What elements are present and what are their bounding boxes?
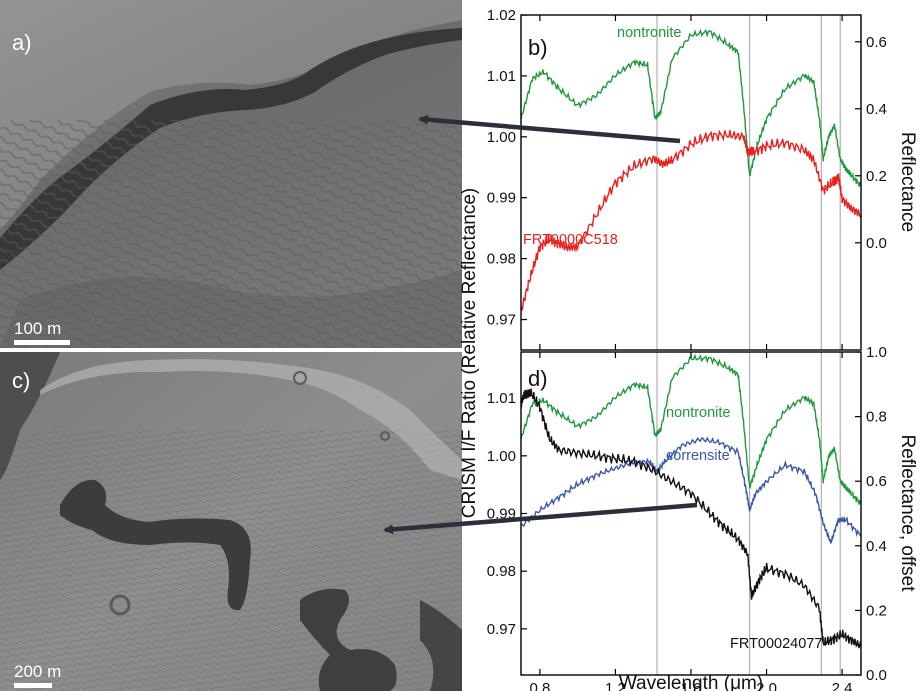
plot-d-x-tick-label: 1.6 xyxy=(681,680,702,691)
plot-b-left-tick-label: 1.02 xyxy=(487,7,516,24)
plot-d: 0.970.980.991.001.010.00.20.40.60.81.00.… xyxy=(487,344,918,691)
plot-b-right-tick-label: 0.4 xyxy=(866,101,887,118)
plot-b-left-tick-label: 0.97 xyxy=(487,312,516,329)
plot-d-annotation-frt00024077: FRT00024077 xyxy=(730,636,822,652)
plot-b: 0.97 0.98 0.99 1.00 1.01 1.02 0.0 0.2 0.4 0.6 b) Re… xyxy=(487,7,918,351)
plot-b-panel-letter: b) xyxy=(528,35,548,60)
plot-d-x-tick-label: 0.8 xyxy=(529,680,550,691)
plot-d-annotation-corrensite: corrensite xyxy=(666,448,730,464)
plot-d-right-axis-label: Reflectance, offset xyxy=(897,434,918,592)
panel-a-image: a) 100 m xyxy=(0,0,462,348)
panel-a-scale-bar xyxy=(14,340,70,345)
plot-d-left-tick-label: 1.01 xyxy=(487,390,516,407)
plot-b-series-nontronite xyxy=(520,28,862,187)
panel-c-scale-label: 200 m xyxy=(14,662,61,681)
plot-b-left-tick-label: 1.01 xyxy=(487,68,516,85)
plot-b-left-tick-label: 0.99 xyxy=(487,190,516,207)
plot-d-series-nontronite xyxy=(520,353,862,505)
plot-b-right-tick-label: 0.2 xyxy=(866,168,887,185)
plot-d-right-tick-label: 0.0 xyxy=(866,667,887,684)
plot-b-annotation-nontronite: nontronite xyxy=(617,25,682,41)
plot-d-series-corrensite xyxy=(520,436,862,544)
plot-d-x-tick-label: 1.2 xyxy=(605,680,626,691)
arrow-b-to-a xyxy=(418,114,681,144)
plot-d-left-tick-label: 0.98 xyxy=(487,563,516,580)
arrow-d-to-c xyxy=(383,502,698,535)
plot-b-right-tick-label: 0.0 xyxy=(866,235,887,252)
panel-a-letter: a) xyxy=(12,30,32,55)
plot-d-right-tick-label: 0.6 xyxy=(866,473,887,490)
plot-d-right-tick-label: 0.8 xyxy=(866,409,887,426)
plot-d-x-tick-label: 2.4 xyxy=(832,680,853,691)
panel-c-image: c) 200 m xyxy=(0,352,462,691)
plot-b-frame xyxy=(520,14,862,351)
plot-d-right-tick-label: 0.4 xyxy=(866,538,887,555)
plot-b-left-tick-label: 1.00 xyxy=(487,129,516,146)
panel-c-scale-bar xyxy=(14,683,52,688)
plot-d-left-tick-label: 1.00 xyxy=(487,448,516,465)
panel-c-letter: c) xyxy=(12,368,30,393)
plot-b-right-tick-label: 0.6 xyxy=(866,34,887,51)
plot-d-annotation-nontronite: nontronite xyxy=(666,405,731,421)
plot-b-right-axis-label: Reflectance xyxy=(897,132,918,232)
plot-d-right-tick-label: 0.2 xyxy=(866,602,887,619)
plot-d-x-tick-label: 2.0 xyxy=(756,680,777,691)
plot-b-annotation-frt0000c518: FRT0000C518 xyxy=(523,232,618,248)
plot-d-panel-letter: d) xyxy=(528,366,548,391)
plot-d-right-tick-label: 1.0 xyxy=(866,344,887,361)
panel-a-scale-label: 100 m xyxy=(14,319,61,338)
plot-d-series-frt00024077 xyxy=(520,388,862,649)
plot-d-left-tick-label: 0.97 xyxy=(487,621,516,638)
plot-b-series-frt0000c518 xyxy=(520,129,862,311)
shared-y-axis-label: CRISM I/F Ratio (Relative Reflectance) xyxy=(459,188,480,519)
plot-b-left-tick-label: 0.98 xyxy=(487,251,516,268)
plot-d-x-axis-label: Wavelength (μm) xyxy=(619,673,763,691)
